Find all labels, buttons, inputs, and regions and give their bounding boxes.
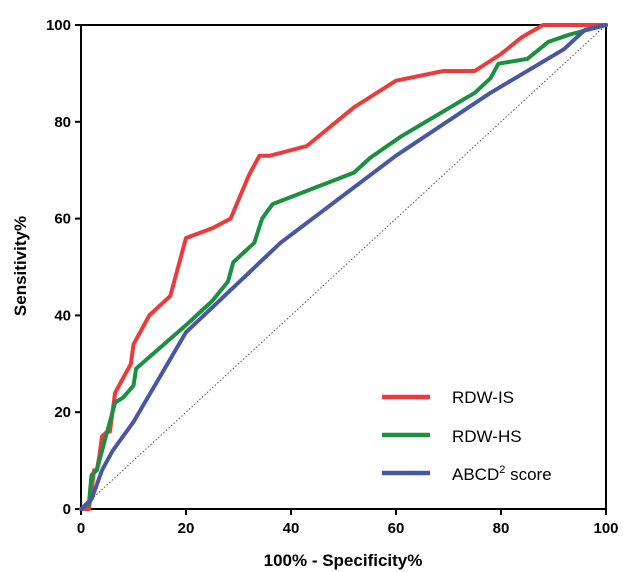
legend-label-rdw-hs: RDW-HS [452, 427, 522, 446]
series-line-abcd2-score [79, 23, 608, 511]
legend: RDW-IS RDW-HS ABCD2 score [382, 388, 552, 484]
legend-label-abcd2-sup: 2 [499, 464, 505, 476]
series-line-rdw-hs [79, 23, 608, 511]
x-axis-title: 100% - Specificity% [264, 551, 423, 570]
x-tick-label: 40 [283, 520, 300, 537]
y-tick-label: 80 [54, 114, 71, 131]
plot-area: 0 20 40 60 80 100 0 20 40 60 80 100 [46, 17, 619, 537]
legend-label-rdw-is: RDW-IS [452, 388, 514, 407]
x-tick-label: 100 [593, 520, 618, 537]
y-tick-label: 40 [54, 307, 71, 324]
x-tick-label: 0 [77, 520, 85, 537]
legend-label-abcd2-score: ABCD2 score [452, 464, 552, 484]
y-tick-label: 0 [63, 501, 71, 518]
reference-diagonal-line [80, 24, 607, 510]
y-tick-label: 100 [46, 17, 71, 34]
y-tick-label: 20 [54, 404, 71, 421]
y-tick-label: 60 [54, 211, 71, 228]
x-tick-label: 60 [388, 520, 405, 537]
legend-label-abcd2-rest: score [505, 465, 551, 484]
legend-label-abcd2-main: ABCD [452, 465, 499, 484]
x-tick-label: 20 [178, 520, 195, 537]
y-axis-title: Sensitivity% [11, 216, 30, 316]
x-tick-label: 80 [493, 520, 510, 537]
